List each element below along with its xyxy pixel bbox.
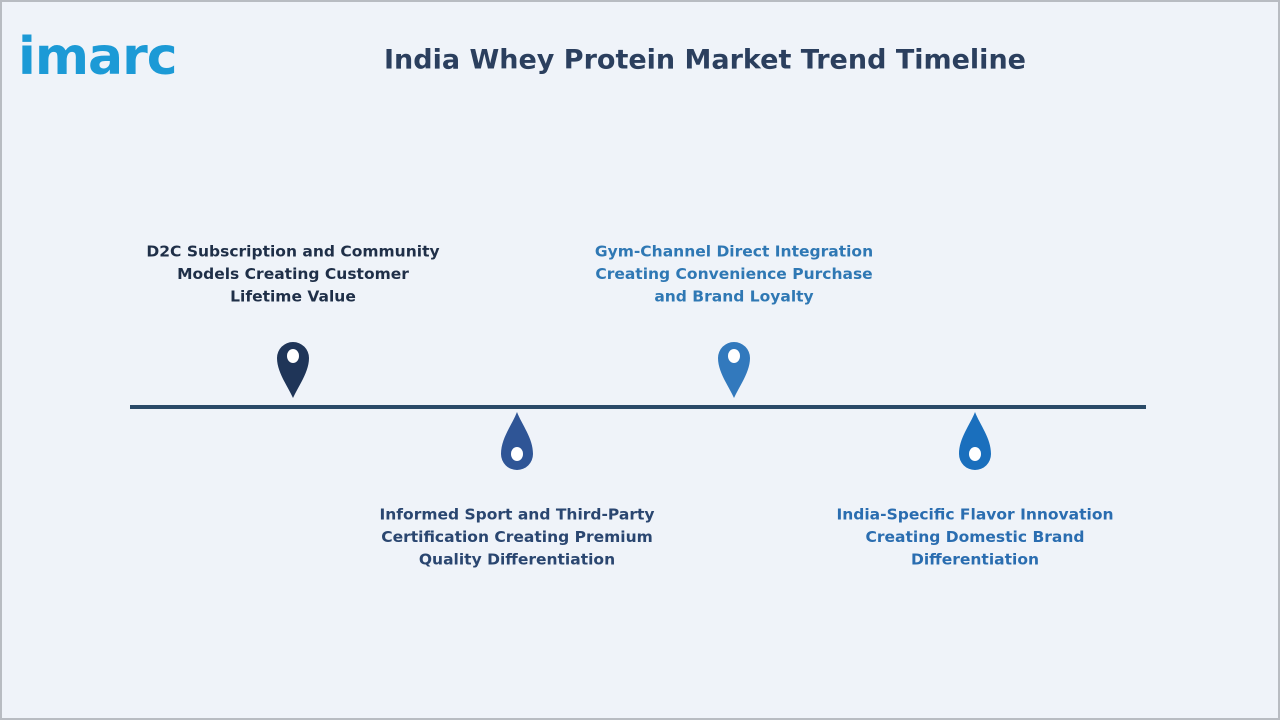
pin-hole	[287, 349, 299, 363]
logo: imarc	[18, 27, 177, 87]
item-label: D2C Subscription and Community	[146, 243, 439, 261]
title: India Whey Protein Market Trend Timeline	[384, 45, 1026, 76]
item-label: Creating Domestic Brand	[866, 528, 1085, 546]
pin-marker	[718, 342, 750, 398]
pin-marker	[959, 412, 991, 470]
item-label: Certification Creating Premium	[381, 528, 653, 546]
timeline-item: D2C Subscription and Community Models Cre…	[146, 243, 440, 398]
item-label: Lifetime Value	[230, 288, 356, 306]
pin-hole	[969, 447, 981, 461]
item-label: Gym-Channel Direct Integration	[595, 243, 873, 261]
timeline-items: D2C Subscription and Community Models Cre…	[146, 243, 1113, 569]
timeline-item: Informed Sport and Third-Party Certificat…	[380, 412, 655, 569]
item-label: Informed Sport and Third-Party	[380, 506, 655, 524]
item-label: Differentiation	[911, 551, 1039, 569]
item-label: Quality Differentiation	[419, 551, 615, 569]
pin-marker	[277, 342, 309, 398]
item-label: India-Specific Flavor Innovation	[836, 506, 1113, 524]
timeline-item: Gym-Channel Direct Integration Creating C…	[595, 243, 873, 398]
item-label: Models Creating Customer	[177, 265, 409, 283]
item-label: Creating Convenience Purchase	[595, 265, 872, 283]
pin-marker	[501, 412, 533, 470]
item-label: and Brand Loyalty	[654, 288, 813, 306]
timeline-item: India-Specific Flavor Innovation Creating…	[836, 412, 1114, 569]
pin-hole	[511, 447, 523, 461]
pin-hole	[728, 349, 740, 363]
